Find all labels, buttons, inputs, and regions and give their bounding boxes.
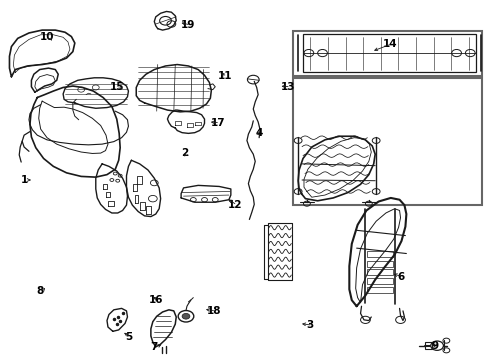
Bar <box>366 251 392 257</box>
Bar <box>366 269 392 275</box>
Bar <box>366 278 392 284</box>
Bar <box>303 34 475 72</box>
Text: 3: 3 <box>306 320 313 330</box>
Text: 5: 5 <box>124 332 132 342</box>
Bar <box>424 342 431 349</box>
Text: 4: 4 <box>255 129 262 138</box>
Bar <box>293 78 482 205</box>
Text: 6: 6 <box>396 272 404 282</box>
Text: 12: 12 <box>227 200 242 210</box>
Text: 16: 16 <box>148 295 163 305</box>
Bar <box>366 287 392 293</box>
Circle shape <box>182 314 189 319</box>
Bar <box>293 31 482 76</box>
Text: 11: 11 <box>217 71 232 81</box>
Text: 1: 1 <box>20 175 28 185</box>
Text: 18: 18 <box>206 306 221 316</box>
Text: 10: 10 <box>40 32 54 41</box>
Text: 2: 2 <box>181 148 188 158</box>
Text: 8: 8 <box>36 286 43 296</box>
Text: 15: 15 <box>109 82 124 92</box>
Text: 14: 14 <box>382 39 396 49</box>
Text: 9: 9 <box>430 341 437 351</box>
Text: 7: 7 <box>150 342 158 352</box>
Text: 13: 13 <box>281 82 295 92</box>
Text: 17: 17 <box>210 118 224 128</box>
Text: 19: 19 <box>181 20 195 30</box>
Bar <box>366 261 392 267</box>
